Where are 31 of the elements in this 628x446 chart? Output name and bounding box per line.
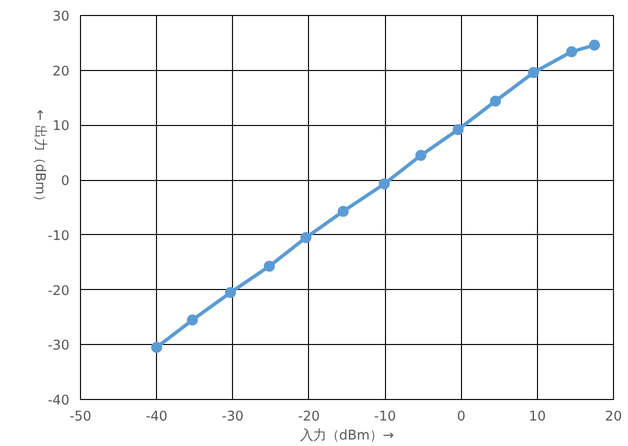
point <box>452 124 464 136</box>
point <box>225 287 236 298</box>
x-tick-label: -30 <box>222 410 244 424</box>
y-tick-label: -20 <box>48 284 70 299</box>
x-tick-label: -50 <box>70 410 92 424</box>
x-tick-label: 20 <box>605 410 622 424</box>
x-tick-label: -10 <box>374 410 396 424</box>
y-tick-label: -40 <box>48 394 70 408</box>
point <box>378 178 390 190</box>
x-tick-label: -40 <box>146 410 168 424</box>
point <box>300 232 312 244</box>
x-tick-label: 10 <box>528 410 546 424</box>
y-tick-label: -30 <box>48 338 70 354</box>
point <box>186 314 198 326</box>
point <box>338 206 349 217</box>
point <box>151 342 162 353</box>
point <box>415 150 426 161</box>
x-tick-label: 0 <box>456 410 466 424</box>
y-tick-label: -10 <box>48 228 70 244</box>
point <box>528 67 540 78</box>
y-tick-label: 10 <box>52 119 70 134</box>
x-axis-title: 入力（dBm）→ <box>300 428 394 444</box>
point <box>588 40 600 51</box>
point <box>264 260 275 272</box>
y-tick-label: 20 <box>52 64 70 80</box>
y-tick-label: 30 <box>52 10 70 24</box>
point <box>490 96 501 107</box>
x-tick-label: -20 <box>298 410 320 424</box>
y-axis-title: ← 出力（dBm） <box>32 110 48 208</box>
point <box>566 46 578 58</box>
y-tick-label: 0 <box>61 174 70 190</box>
